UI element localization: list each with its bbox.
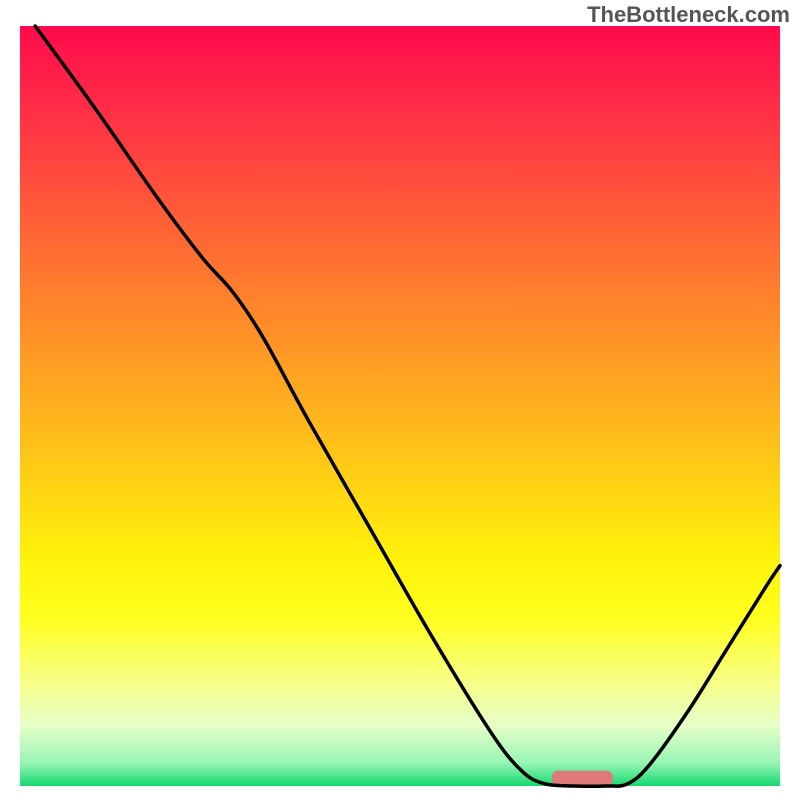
optimal-marker	[552, 771, 613, 786]
bottleneck-chart: TheBottleneck.com	[0, 0, 800, 800]
chart-container: TheBottleneck.com	[0, 0, 800, 800]
plot-background	[20, 26, 780, 786]
watermark-text: TheBottleneck.com	[587, 2, 790, 27]
